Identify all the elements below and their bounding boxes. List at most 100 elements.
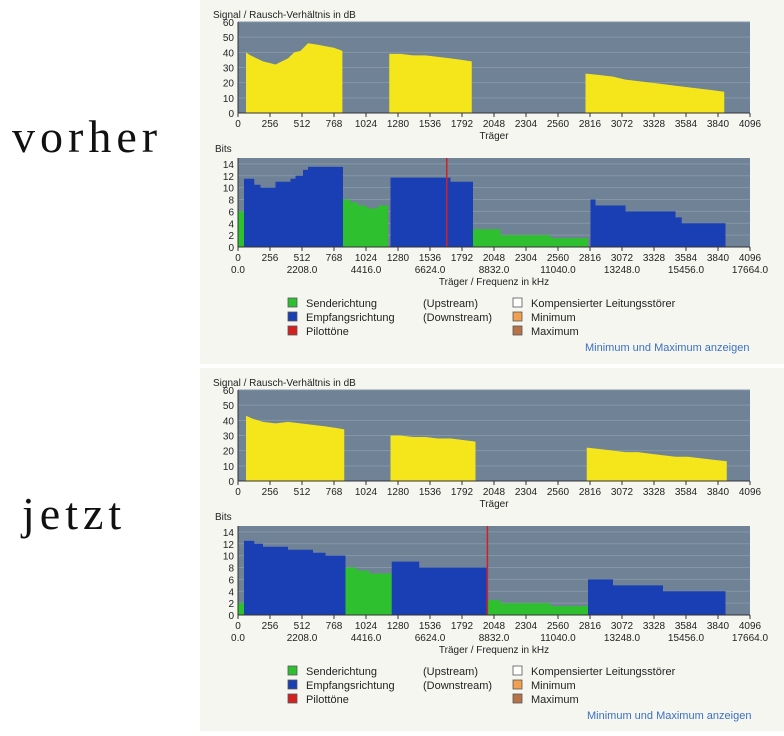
- panel0-bits-ytick-label: 8: [228, 196, 234, 207]
- panel0-snr-xtick-label: 2816: [579, 119, 602, 130]
- panel0-snr-xtick-label: 1792: [451, 119, 474, 130]
- panel1-snr-xtick-label: 4096: [739, 487, 762, 498]
- min-max-link-jetzt[interactable]: Minimum und Maximum anzeigen: [587, 710, 752, 722]
- panel1-legend-label: Kompensierter Leitungsstörer: [531, 666, 676, 678]
- panel0-bits-area-segment: [238, 211, 244, 247]
- panel1-legend-label: Senderichtung: [306, 666, 377, 678]
- panel1-bits-ytick-label: 4: [228, 587, 234, 598]
- panel0-snr-ytick-label: 30: [223, 64, 235, 75]
- panel1-legend-label: Minimum: [531, 680, 576, 692]
- panel1-bits-ytick-label: 8: [228, 564, 234, 575]
- panel1-snr-xtick-label: 0: [235, 487, 241, 498]
- panel1-snr-xtick-label: 512: [294, 487, 311, 498]
- panel1-bits-area-segment: [238, 603, 244, 615]
- panel0-legend-swatch: [287, 311, 298, 322]
- panel1-bits-freq-tick-label: 0.0: [231, 633, 245, 644]
- panel0-legend-swatch: [512, 325, 523, 336]
- panel1-legend-note: (Downstream): [423, 680, 492, 692]
- panel1-bits-xtick-label: 2816: [579, 621, 602, 632]
- panel1-bits-area-segment: [588, 579, 726, 615]
- panel1-bits-xtick-label: 3584: [675, 621, 698, 632]
- panel0-bits-area-segment: [244, 166, 343, 247]
- panel1-snr-xtick-label: 3840: [707, 487, 730, 498]
- panel0-snr-ytick-label: 0: [228, 109, 234, 120]
- panel1-bits-area-segment: [345, 567, 392, 615]
- panel0-bits-ytick-label: 6: [228, 207, 234, 218]
- panel1-bits-freq-tick-label: 4416.0: [351, 633, 382, 644]
- panel0-bits-area-segment: [473, 229, 588, 247]
- panel1-bits-area-segment: [244, 540, 346, 615]
- panel1-snr-title: Signal / Rausch-Verhältnis in dB: [213, 378, 356, 389]
- panel1-snr-xtick-label: 2816: [579, 487, 602, 498]
- panel1-bits-xtick-label: 2560: [547, 621, 570, 632]
- panel1-bits-xtick-label: 4096: [739, 621, 762, 632]
- panel0-bits-xtick-label: 768: [326, 253, 343, 264]
- panel1-snr-xtick-label: 1280: [387, 487, 410, 498]
- panel0-snr-area-segment: [585, 73, 725, 113]
- panel1-legend-swatch: [287, 665, 298, 676]
- panel1-bits-xtick-label: 3328: [643, 621, 666, 632]
- panel0-snr-ytick-label: 40: [223, 48, 235, 59]
- panel1-legend-note: (Upstream): [423, 666, 478, 678]
- panel1-snr-xtick-label: 1536: [419, 487, 442, 498]
- chart-panel-vorher: Signal / Rausch-Verhältnis in dB01020304…: [213, 10, 769, 338]
- panel0-snr-ytick-label: 50: [223, 33, 235, 44]
- panel0-bits-ytick-label: 4: [228, 219, 234, 230]
- panel0-legend-swatch: [512, 311, 523, 322]
- panel1-legend-swatch: [287, 679, 298, 690]
- panel1-bits-xtick-label: 1792: [451, 621, 474, 632]
- min-max-link-vorher[interactable]: Minimum und Maximum anzeigen: [585, 342, 750, 354]
- panel1-legend-label: Maximum: [531, 694, 579, 706]
- panel0-bits-area-segment: [390, 177, 473, 247]
- panel0-bits-xtick-label: 1024: [355, 253, 378, 264]
- panel1-snr-ytick-label: 60: [223, 386, 235, 397]
- panel0-legend-label: Senderichtung: [306, 298, 377, 310]
- panel0-snr-area-segment: [389, 53, 472, 113]
- panel0-bits-area-segment: [590, 199, 726, 247]
- panel0-bits-xtick-label: 4096: [739, 253, 762, 264]
- panel1-snr-ytick-label: 40: [223, 416, 235, 427]
- panel1-bits-xtick-label: 2304: [515, 621, 538, 632]
- panel0-bits-xtick-label: 3328: [643, 253, 666, 264]
- panel1-legend-swatch: [512, 679, 523, 690]
- panel1-bits-freq-tick-label: 13248.0: [604, 633, 641, 644]
- panel1-bits-xtick-label: 768: [326, 621, 343, 632]
- panel1-bits-xtick-label: 0: [235, 621, 241, 632]
- panel0-bits-xtick-label: 3072: [611, 253, 634, 264]
- panel0-snr-ytick-label: 60: [223, 18, 235, 29]
- panel0-snr-xlabel: Träger: [479, 131, 509, 142]
- panel1-bits-ytick-label: 2: [228, 599, 234, 610]
- panel0-bits-xtick-label: 512: [294, 253, 311, 264]
- panel0-legend-swatch: [287, 325, 298, 336]
- panel-jetzt: Signal / Rausch-Verhältnis in dB 0 10 20 30 4…: [200, 368, 784, 731]
- panel1-bits-xtick-label: 3840: [707, 621, 730, 632]
- panel0-bits-area-segment: [343, 199, 388, 247]
- panel1-legend-swatch: [512, 693, 523, 704]
- panel0-snr-xtick-label: 0: [235, 119, 241, 130]
- panel1-bits-xtick-label: 512: [294, 621, 311, 632]
- panel1-snr-xtick-label: 256: [262, 487, 279, 498]
- panel0-snr-xtick-label: 1024: [355, 119, 378, 130]
- panel0-bits-xtick-label: 2816: [579, 253, 602, 264]
- label-jetzt: jetzt: [22, 488, 127, 539]
- panel0-bits-freq-tick-label: 15456.0: [668, 265, 705, 276]
- panel0-snr-xtick-label: 3072: [611, 119, 634, 130]
- panel1-snr-ytick-label: 50: [223, 401, 235, 412]
- panel0-snr-xtick-label: 1536: [419, 119, 442, 130]
- panel0-snr-xtick-label: 4096: [739, 119, 762, 130]
- panel0-bits-ytick-label: 2: [228, 231, 234, 242]
- panel0-bits-ytick-label: 12: [223, 172, 235, 183]
- panel1-snr-ytick-label: 10: [223, 462, 235, 473]
- panel0-snr-xtick-label: 2560: [547, 119, 570, 130]
- panel0-bits-ytick-label: 14: [223, 160, 235, 171]
- panel0-bits-freq-tick-label: 17664.0: [732, 265, 769, 276]
- panel1-bits-freq-tick-label: 11040.0: [540, 633, 576, 644]
- panel1-bits-xtick-label: 2048: [483, 621, 506, 632]
- panel0-snr-xtick-label: 3328: [643, 119, 666, 130]
- panel0-bits-xtick-label: 3840: [707, 253, 730, 264]
- panel0-bits-xtick-label: 2304: [515, 253, 538, 264]
- panel1-bits-freq-tick-label: 17664.0: [732, 633, 769, 644]
- panel0-legend-label: Kompensierter Leitungsstörer: [531, 298, 676, 310]
- panel1-bits-ytick-label: 10: [223, 552, 235, 563]
- panel1-bits-freq-tick-label: 2208.0: [287, 633, 318, 644]
